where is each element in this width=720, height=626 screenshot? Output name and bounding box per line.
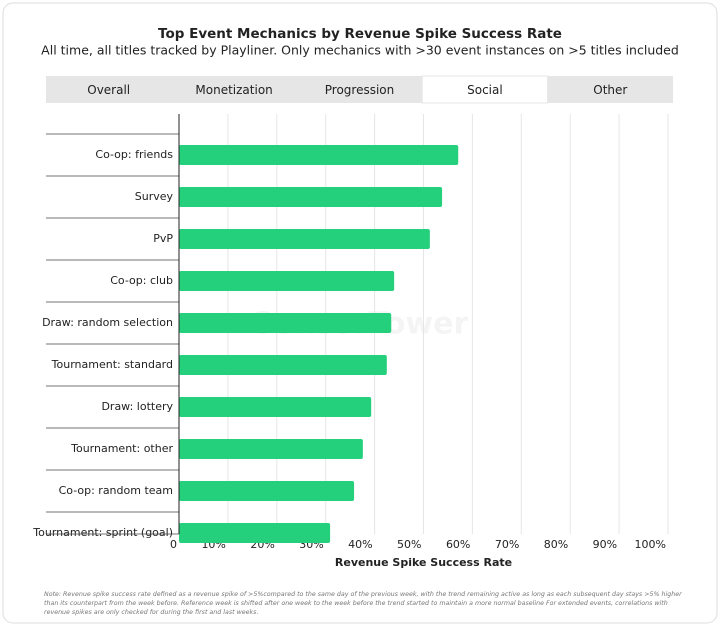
x-axis-label: Revenue Spike Success Rate	[335, 556, 512, 569]
bar	[179, 523, 331, 543]
x-tick-label: 70%	[495, 538, 519, 551]
bar	[179, 145, 459, 165]
x-tick-label: 0	[170, 538, 177, 551]
tab-label[interactable]: Social	[467, 83, 503, 97]
x-tick-label: 50%	[397, 538, 421, 551]
y-tick-label: Survey	[135, 190, 174, 203]
bar	[179, 439, 363, 459]
tab-label[interactable]: Overall	[87, 83, 130, 97]
bar	[179, 481, 355, 501]
x-tick-label: 40%	[348, 538, 372, 551]
y-tick-label: PvP	[153, 232, 173, 245]
tab-label[interactable]: Monetization	[195, 83, 272, 97]
y-tick-label: Tournament: sprint (goal)	[32, 526, 173, 539]
bar	[179, 355, 387, 375]
bar	[179, 313, 392, 333]
footnote: Note: Revenue spike success rate defined…	[44, 591, 682, 616]
bar	[179, 229, 430, 249]
y-tick-label: Co-op: club	[110, 274, 173, 287]
x-tick-label: 60%	[446, 538, 470, 551]
x-tick-label: 80%	[544, 538, 568, 551]
y-tick-label: Co-op: random team	[59, 484, 173, 497]
bar	[179, 187, 443, 207]
chart-title: Top Event Mechanics by Revenue Spike Suc…	[158, 26, 562, 42]
tab[interactable]	[46, 76, 172, 103]
tab[interactable]	[171, 76, 297, 103]
tab[interactable]	[296, 76, 423, 103]
x-tick-label: 90%	[593, 538, 617, 551]
y-tick-label: Tournament: standard	[51, 358, 173, 371]
tab[interactable]	[547, 76, 673, 103]
chart-subtitle: All time, all titles tracked by Playline…	[41, 43, 679, 58]
bar	[179, 397, 372, 417]
bar	[179, 271, 395, 291]
tab[interactable]	[421, 75, 549, 104]
y-tick-label: Tournament: other	[70, 442, 173, 455]
y-tick-label: Co-op: friends	[95, 148, 173, 161]
tab-label[interactable]: Other	[593, 83, 627, 97]
tab-label[interactable]: Progression	[325, 83, 395, 97]
x-tick-label: 100%	[635, 538, 666, 551]
y-tick-label: Draw: random selection	[42, 316, 173, 329]
y-tick-label: Draw: lottery	[101, 400, 173, 413]
